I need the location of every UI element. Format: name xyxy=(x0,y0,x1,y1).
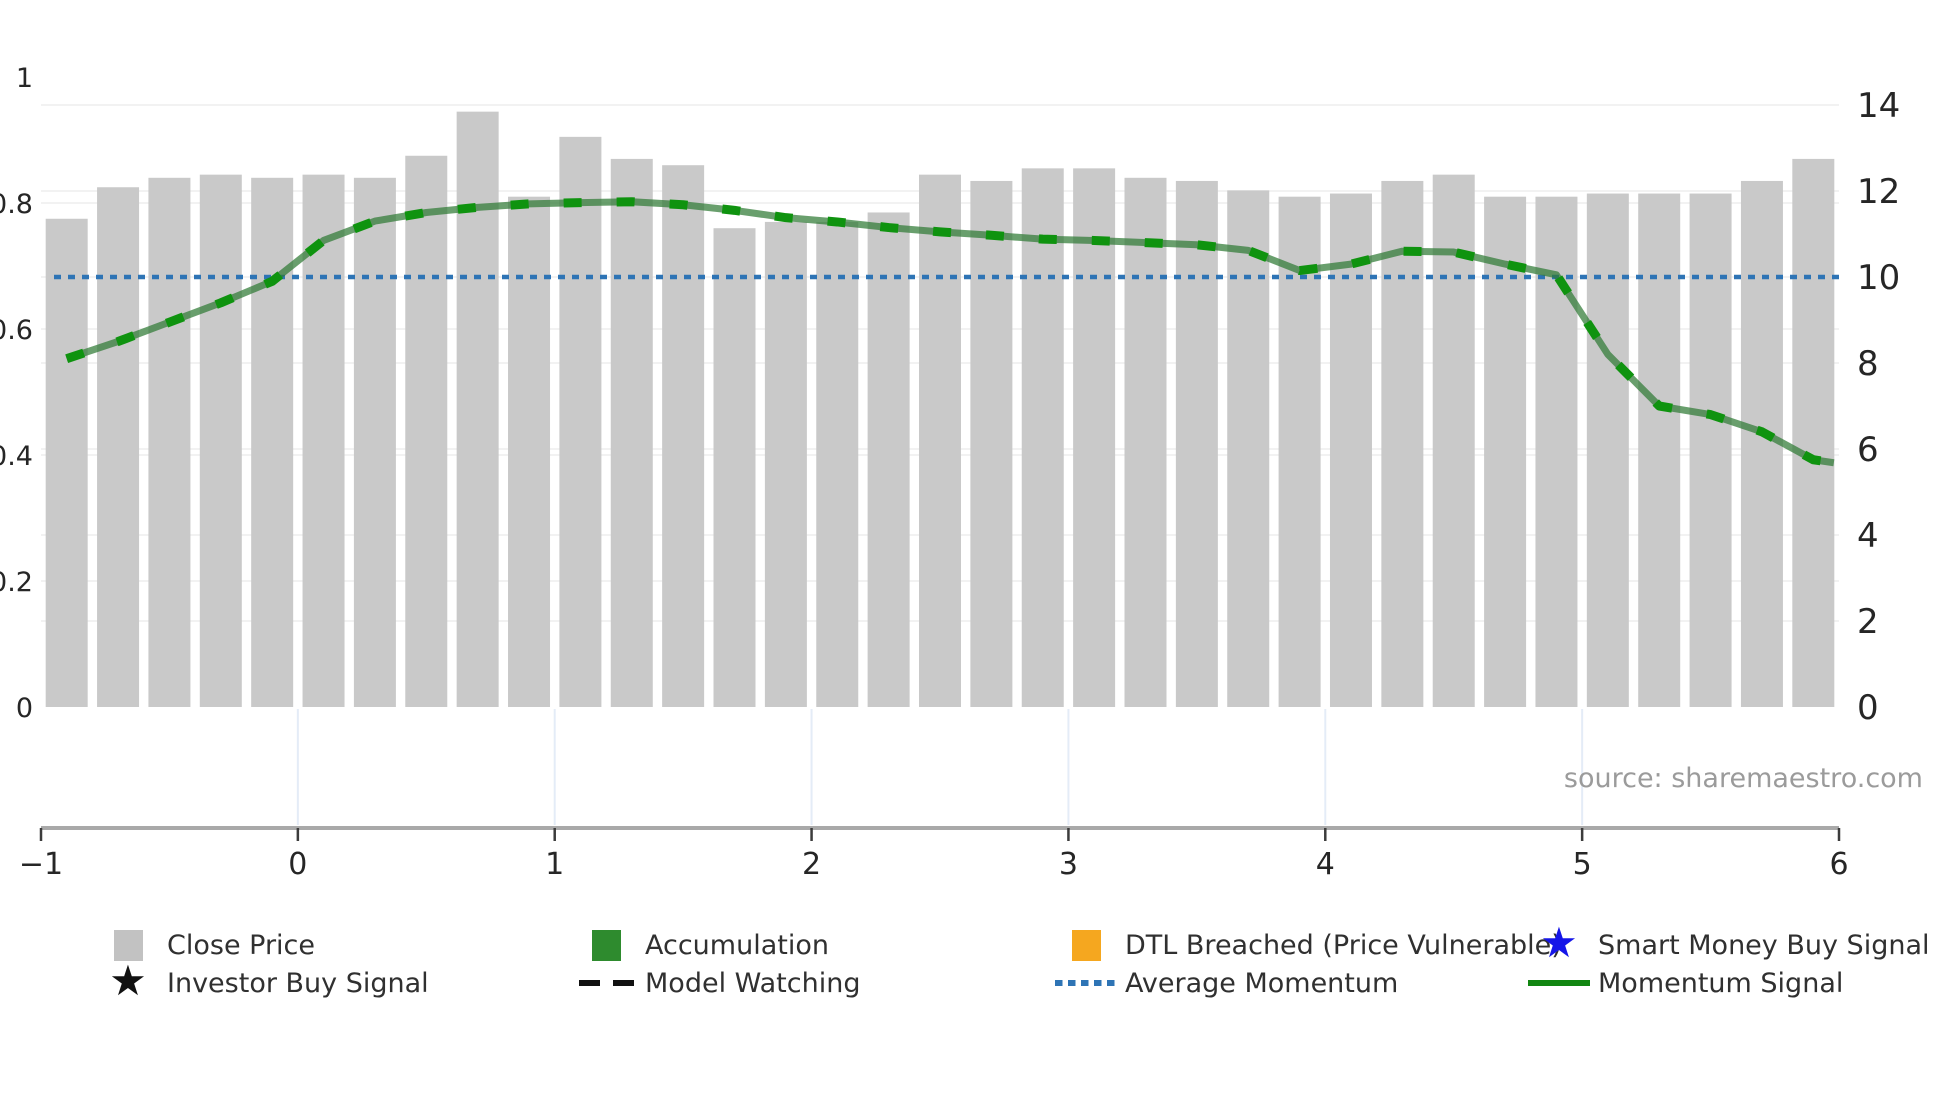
momentum-line-dashes xyxy=(65,197,1835,468)
right-tick-label: 14 xyxy=(1857,86,1900,126)
close-price-bar xyxy=(1740,180,1783,707)
left-tick-label: 0.2 xyxy=(0,567,33,598)
left-tick-label: 0.4 xyxy=(0,441,33,472)
close-price-bar xyxy=(1021,168,1064,708)
right-tick-label: 0 xyxy=(1857,688,1879,728)
x-tick-label: 5 xyxy=(1573,847,1592,882)
x-tick-label: 4 xyxy=(1316,847,1335,882)
close-price-bar xyxy=(970,180,1013,707)
source-note: source: sharemaestro.com xyxy=(1563,763,1923,794)
close-price-bar xyxy=(764,221,807,707)
close-price-bar xyxy=(610,158,653,707)
right-tick-label: 6 xyxy=(1857,430,1879,470)
x-tick-label: 2 xyxy=(802,847,821,882)
close-price-bar xyxy=(559,136,602,708)
close-price-bar xyxy=(816,221,859,707)
close-price-bar xyxy=(1689,193,1732,708)
left-tick-label: 1 xyxy=(16,63,33,94)
close-price-bar xyxy=(45,218,88,707)
close-price-bar xyxy=(713,228,756,707)
x-tick-label: 0 xyxy=(288,847,307,882)
x-tick-label: 6 xyxy=(1829,847,1848,882)
x-tick-label: −1 xyxy=(19,847,63,882)
close-price-bar xyxy=(1175,180,1218,707)
left-tick-label: 0.6 xyxy=(0,315,33,346)
close-price-bar xyxy=(1586,193,1629,708)
close-price-bar xyxy=(662,165,705,707)
close-price-bar xyxy=(199,174,242,707)
left-tick-label: 0.8 xyxy=(0,189,33,220)
close-price-bar xyxy=(97,187,140,707)
close-price-bar xyxy=(1484,196,1527,707)
right-tick-label: 10 xyxy=(1857,258,1900,298)
close-price-bar xyxy=(1227,190,1270,707)
close-price-bar xyxy=(1073,168,1116,708)
close-price-bar xyxy=(867,212,910,707)
close-price-bar xyxy=(1638,193,1681,708)
close-price-bar xyxy=(353,177,396,708)
close-price-bar xyxy=(1381,180,1424,707)
x-tick-label: 3 xyxy=(1059,847,1078,882)
right-tick-label: 2 xyxy=(1857,602,1879,642)
right-tick-label: 12 xyxy=(1857,172,1900,212)
right-tick-label: 8 xyxy=(1857,344,1879,384)
close-price-bar xyxy=(1432,174,1475,707)
close-price-bar xyxy=(1329,193,1372,708)
close-price-bar xyxy=(405,155,448,707)
close-price-bar xyxy=(251,177,294,708)
close-price-bar xyxy=(508,196,551,707)
close-price-bar xyxy=(302,174,345,707)
close-price-bar xyxy=(148,177,191,708)
close-price-bar xyxy=(919,174,961,707)
right-tick-label: 4 xyxy=(1857,516,1879,556)
x-tick-label: 1 xyxy=(545,847,564,882)
close-price-bar xyxy=(1278,196,1321,707)
close-price-bar xyxy=(1124,177,1167,708)
close-price-bar xyxy=(1792,158,1835,707)
left-tick-label: 0 xyxy=(16,693,33,724)
close-price-bar xyxy=(456,111,499,707)
